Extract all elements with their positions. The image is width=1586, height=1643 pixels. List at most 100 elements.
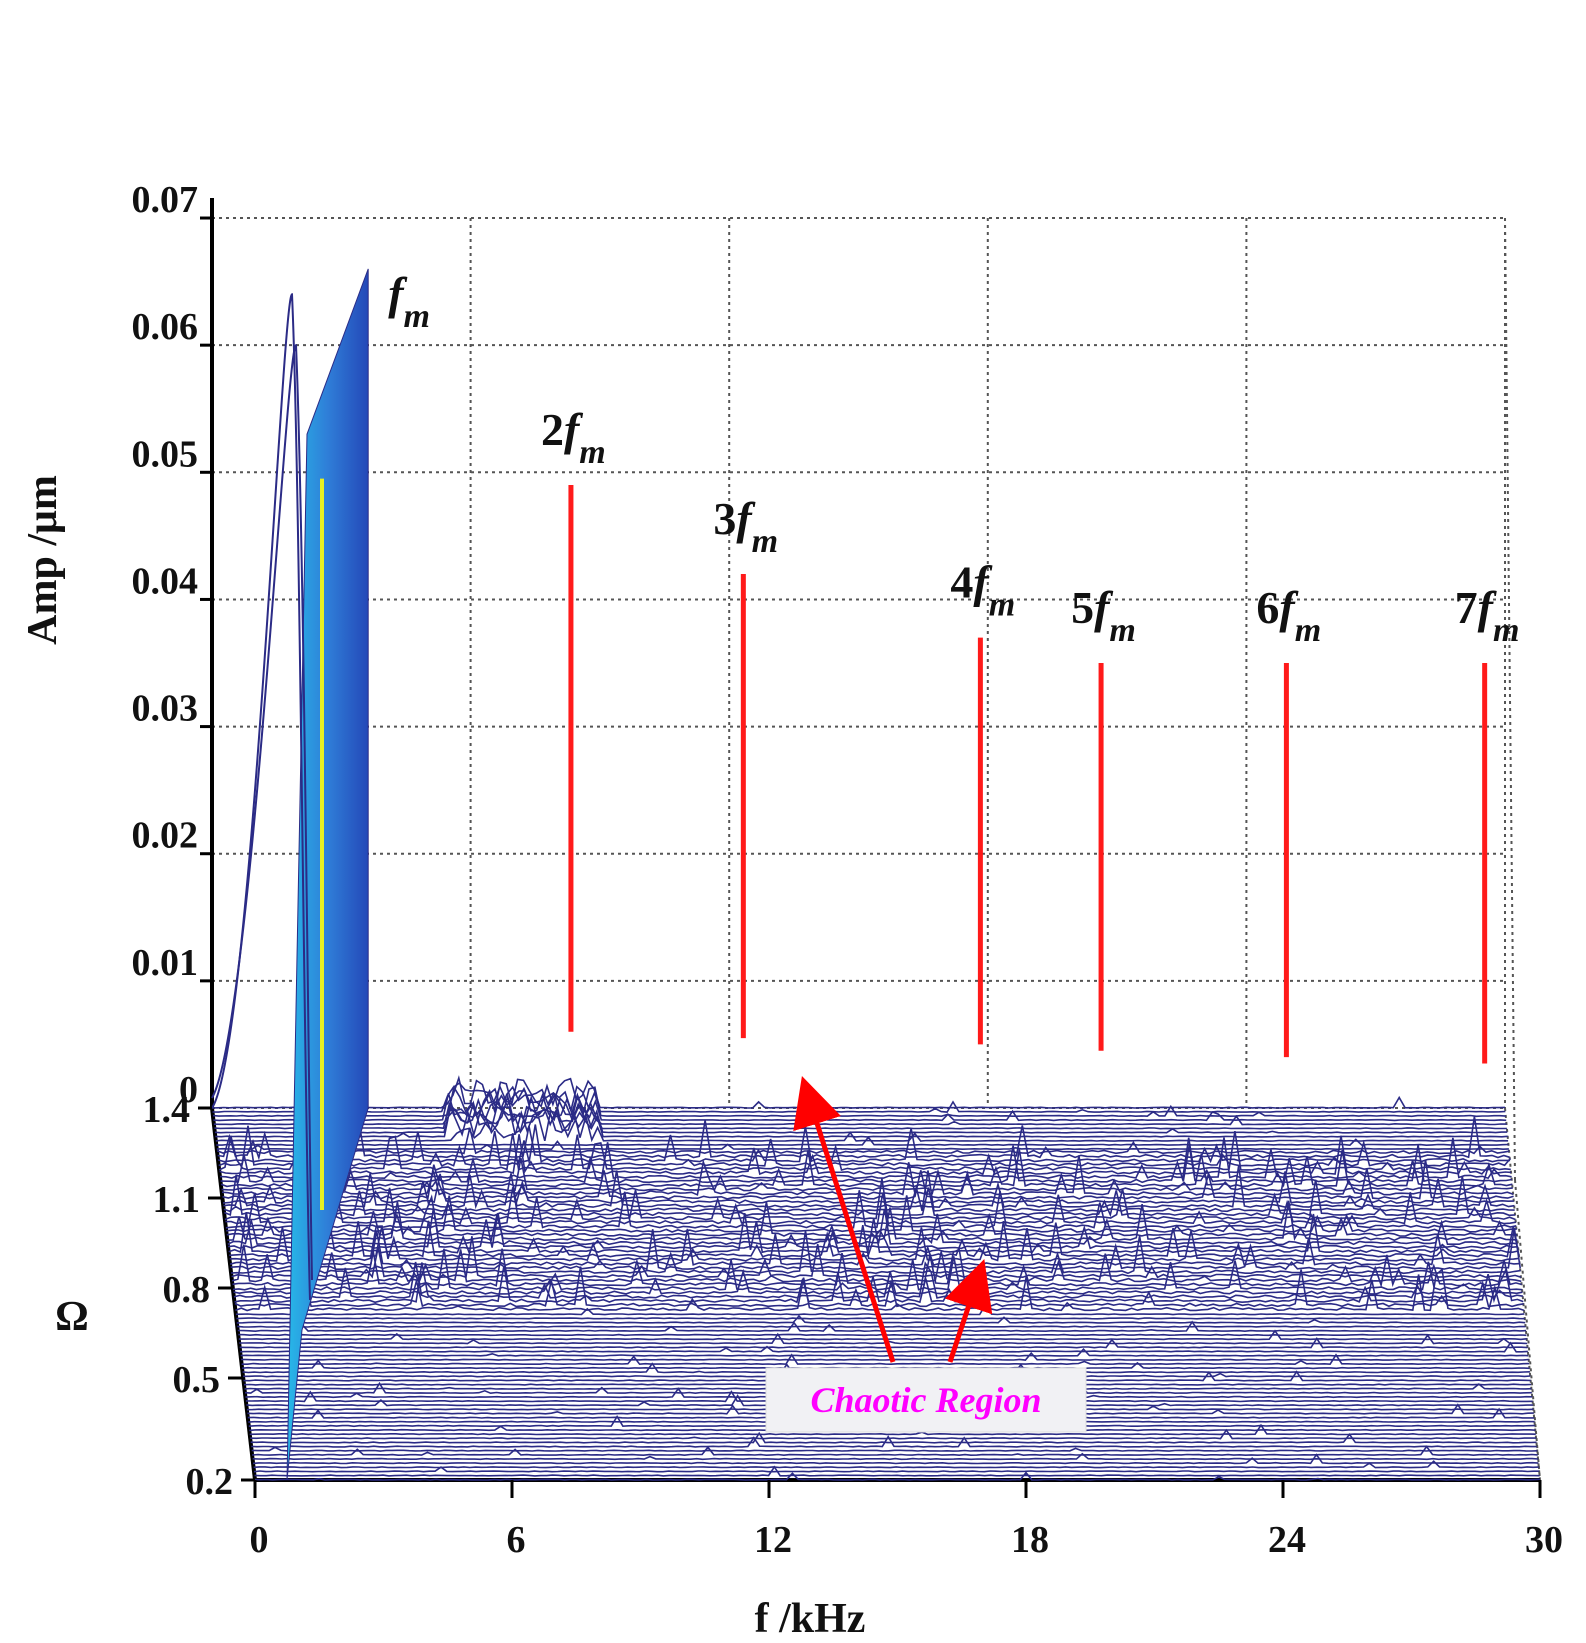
y-tick-label-5: 0.05 <box>132 433 199 475</box>
harmonic-label-5: 5fm <box>1071 582 1136 649</box>
y-tick-label-3: 0.03 <box>132 688 199 730</box>
fm-low-peak <box>211 344 313 1281</box>
y-tick-label-1: 0.01 <box>132 942 199 984</box>
harmonic-markers: fm 2fm 3fm 4fm 5fm 6fm 7fm <box>388 268 1519 1064</box>
spectrum-trace <box>213 1092 1507 1126</box>
spectrum-trace <box>234 1266 1524 1308</box>
spectrum-trace <box>228 1207 1519 1250</box>
x-tick-label-5: 30 <box>1525 1519 1563 1561</box>
x-tick-label-3: 18 <box>1011 1519 1049 1561</box>
x-tick-label-1: 6 <box>507 1519 526 1561</box>
spectrum-trace <box>238 1329 1527 1341</box>
spectrum-trace <box>252 1445 1538 1457</box>
spectrum-trace <box>239 1337 1528 1349</box>
annotation-arrow-2 <box>944 1259 993 1363</box>
spectrum-trace <box>214 1096 1507 1130</box>
spectrum-trace <box>232 1248 1523 1291</box>
spectrum-trace <box>253 1453 1539 1465</box>
harmonic-label-6: 6fm <box>1256 582 1321 649</box>
harmonic-label-1: fm <box>388 268 430 335</box>
x-tick-label-4: 24 <box>1268 1519 1306 1561</box>
spectrum-trace <box>217 1116 1510 1161</box>
spectrum-trace <box>230 1227 1521 1271</box>
y-tick-label-2: 0.02 <box>132 815 199 857</box>
x-tick-label-0: 0 <box>250 1519 269 1561</box>
x-tick-label-2: 12 <box>754 1519 792 1561</box>
spectrum-trace <box>252 1452 1539 1461</box>
spectrum-trace <box>240 1348 1529 1357</box>
spectrum-trace <box>235 1268 1525 1312</box>
grid <box>212 217 1541 1481</box>
spectrum-trace <box>223 1165 1515 1210</box>
spectrum-trace <box>225 1187 1517 1225</box>
spectrum-trace <box>215 1104 1508 1139</box>
spectrum-trace <box>218 1125 1512 1167</box>
spectrum-trace <box>214 1100 1508 1134</box>
spectrum-trace <box>222 1159 1514 1200</box>
spectrum-trace <box>253 1460 1539 1469</box>
annotation-text: Chaotic Region <box>810 1380 1041 1420</box>
spectrum-trace <box>213 1088 1507 1122</box>
box-edge-top-right <box>1504 218 1516 1181</box>
fm-low-peak <box>211 293 311 1301</box>
spectrum-trace <box>223 1170 1515 1213</box>
y-tick-label-7: 0.07 <box>132 179 199 221</box>
tick-labels: 0 0.01 0.02 0.03 0.04 0.05 0.06 0.07 1.4 1.1 0.8 0.… <box>132 179 1564 1561</box>
chaotic-region-annotation: Chaotic Region <box>765 1075 1087 1433</box>
depth-axis-label: Ω <box>55 1294 89 1340</box>
harmonic-label-4: 4fm <box>950 557 1015 624</box>
y-tick-label-4: 0.04 <box>132 560 199 602</box>
harmonic-label-7: 7fm <box>1455 582 1520 649</box>
annotation-box <box>765 1367 1087 1433</box>
spectrum-trace <box>226 1201 1518 1237</box>
spectrum-trace <box>250 1428 1537 1440</box>
z-tick-label-3: 0.5 <box>173 1359 221 1401</box>
spectrum-trace <box>241 1351 1529 1361</box>
spectrum-trace <box>241 1353 1530 1366</box>
spectrum-trace <box>216 1127 1510 1155</box>
spectrum-trace <box>217 1124 1511 1164</box>
spectrum-trace <box>225 1190 1517 1229</box>
spectrum-trace <box>212 1081 1506 1115</box>
spectrum-trace <box>229 1228 1520 1267</box>
depth-axis-line <box>210 1107 257 1481</box>
spectrum-trace <box>233 1268 1523 1295</box>
z-tick-label-1: 1.1 <box>153 1179 201 1221</box>
spectrum-trace <box>250 1431 1537 1444</box>
spectrum-trace <box>253 1466 1540 1473</box>
fundamental-surface <box>211 268 369 1481</box>
spectrum-trace <box>219 1134 1512 1176</box>
spectrum-trace <box>232 1248 1522 1289</box>
z-tick-label-2: 0.8 <box>163 1269 211 1311</box>
spectrum-trace <box>231 1244 1522 1283</box>
spectrum-trace <box>251 1435 1537 1448</box>
spectrum-trace <box>215 1109 1509 1143</box>
z-tick-label-4: 0.2 <box>186 1461 234 1503</box>
spectrum-trace <box>216 1140 1509 1151</box>
spectrum-trace <box>240 1341 1528 1353</box>
z-tick-label-0: 1.4 <box>143 1089 191 1131</box>
y-axis-label: Amp /μm <box>20 475 66 645</box>
y-tick-label-0: 0 <box>179 1069 198 1111</box>
spectrum-trace <box>216 1136 1509 1147</box>
harmonic-label-3: 3fm <box>713 493 778 560</box>
spectrum-trace <box>224 1178 1516 1221</box>
spectrum-trace <box>254 1465 1540 1477</box>
spectrum-trace <box>239 1332 1528 1345</box>
spectrum-trace <box>222 1171 1514 1204</box>
spectrum-trace <box>212 1085 1506 1118</box>
spectrum-trace <box>251 1446 1538 1452</box>
spectrum-trace <box>211 1075 1506 1109</box>
spectrum-trace <box>234 1262 1524 1304</box>
spectrum-trace <box>231 1230 1521 1275</box>
annotation-arrow-1 <box>793 1075 896 1363</box>
spectrum-trace <box>249 1423 1536 1436</box>
spectrum-trace <box>227 1200 1518 1242</box>
spectrum-trace <box>224 1174 1516 1218</box>
harmonic-label-2: 2fm <box>541 404 606 471</box>
x-axis-label: f /kHz <box>755 1596 866 1638</box>
box-edge-right <box>1514 1179 1541 1481</box>
y-tick-label-6: 0.06 <box>132 306 199 348</box>
